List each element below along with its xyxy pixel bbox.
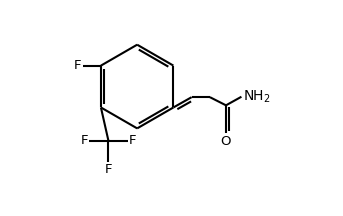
Text: O: O bbox=[221, 135, 231, 148]
Text: NH$_2$: NH$_2$ bbox=[243, 89, 270, 105]
Text: F: F bbox=[74, 59, 82, 72]
Text: F: F bbox=[81, 134, 88, 147]
Text: F: F bbox=[105, 163, 112, 176]
Text: F: F bbox=[129, 134, 136, 147]
